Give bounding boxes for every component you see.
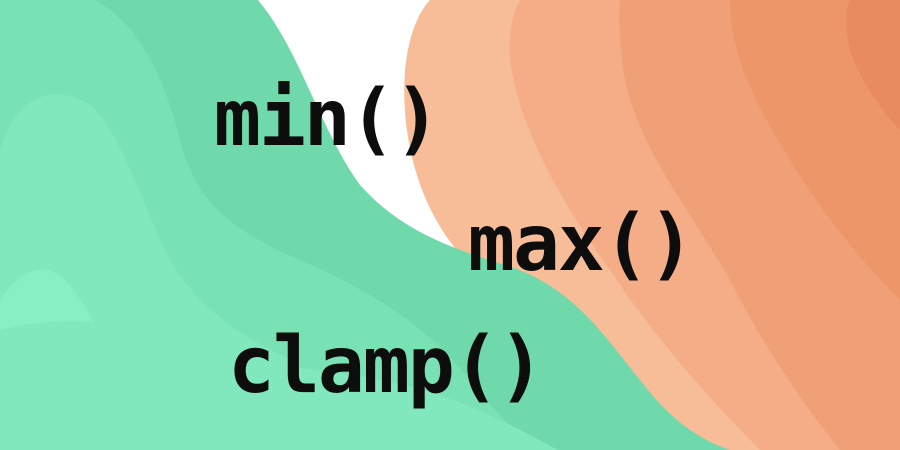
min-function-label: min() — [214, 74, 441, 164]
orange-wave-layer-5 — [846, 0, 900, 130]
orange-wave-layer-4 — [730, 0, 900, 300]
max-function-label: max() — [468, 199, 695, 289]
clamp-function-label: clamp() — [228, 321, 545, 411]
green-wave-overlap — [0, 321, 558, 450]
